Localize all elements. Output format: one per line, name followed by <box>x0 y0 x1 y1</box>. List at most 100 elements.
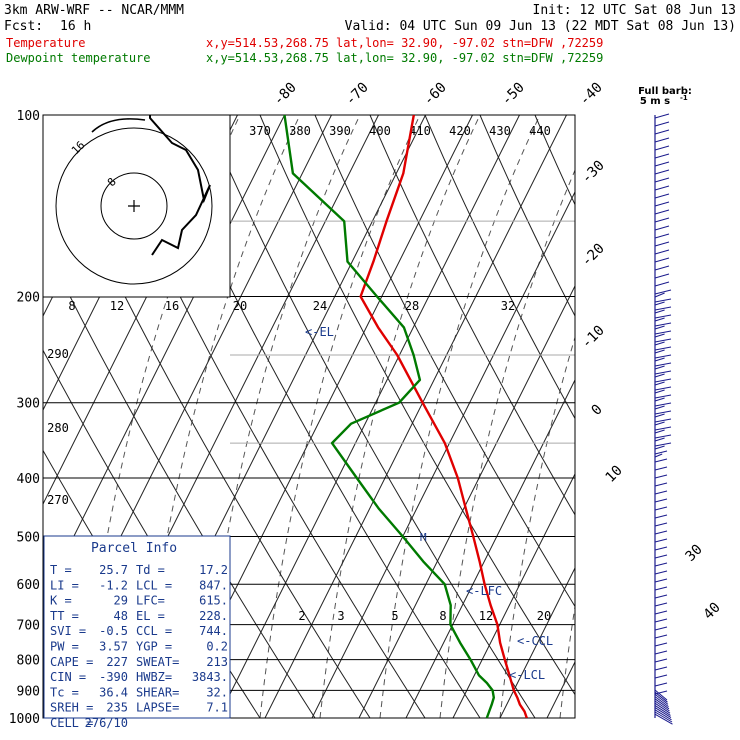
moist-adiabat <box>499 335 575 718</box>
profile-layer: <-EL <-LFC <-CCL <-LCL M <box>283 115 553 718</box>
temperature-location: x,y=514.53,268.75 lat,lon= 32.90, -97.02… <box>206 36 603 50</box>
parcel-key: HWBZ= <box>136 670 172 684</box>
wind-barb <box>654 314 672 319</box>
lfc-marker: <-LFC <box>466 584 502 598</box>
theta-label: 440 <box>529 124 551 138</box>
wind-barb <box>654 602 668 607</box>
parcel-value: 29 <box>114 594 128 608</box>
mixing-ratio-label: 3 <box>337 609 344 623</box>
parcel-value: -1.2 <box>99 578 128 592</box>
forecast-value: 16 h <box>60 19 91 34</box>
hodograph: 816 <box>42 114 231 298</box>
wind-barb <box>654 482 668 487</box>
wind-barb <box>654 474 668 479</box>
wind-barb <box>654 346 672 351</box>
wind-barb <box>654 330 672 335</box>
wind-barb-low <box>654 698 670 710</box>
wind-barb-low <box>654 689 668 701</box>
parcel-value: 227 <box>106 655 128 669</box>
wind-barb-half <box>654 333 665 338</box>
wind-barb <box>654 506 668 511</box>
barb-legend-title: Full barb: <box>638 86 692 97</box>
isotherm <box>499 566 575 718</box>
wind-barb <box>654 650 668 655</box>
forecast-label: Fcst: <box>4 19 43 34</box>
wind-barb <box>654 442 672 447</box>
wind-barb <box>654 354 672 359</box>
parcel-key: LI = <box>50 578 79 592</box>
wind-barb <box>654 578 668 583</box>
parcel-value: 17.2 <box>199 563 228 577</box>
isotherm-label: -80 <box>271 80 300 109</box>
theta-label: 390 <box>329 124 351 138</box>
wind-barb <box>654 306 672 311</box>
parcel-value: 744. <box>199 624 228 638</box>
theta-label: 280 <box>47 421 69 435</box>
wind-barb <box>654 201 670 207</box>
moist-adiabat <box>79 115 241 718</box>
wind-barb <box>654 129 670 135</box>
wind-barb <box>654 257 670 263</box>
wind-barb-low <box>654 702 671 714</box>
wind-barb-low <box>654 707 672 719</box>
parcel-box-frame <box>43 535 231 719</box>
mixing-ratio-label: 2 <box>298 609 305 623</box>
isotherm-label: -20 <box>579 241 608 270</box>
wind-barb-half <box>654 357 665 362</box>
moist-adiabat <box>319 115 481 718</box>
parcel-key: LCL = <box>136 578 172 592</box>
wind-barb <box>654 233 670 239</box>
pressure-label: 900 <box>17 684 40 699</box>
wind-barb-half <box>654 309 665 314</box>
theta-label: 370 <box>249 124 271 138</box>
pressure-label: 500 <box>17 530 40 545</box>
parcel-key: CAPE = <box>50 655 93 669</box>
parcel-value: 276/10 <box>85 716 128 730</box>
wind-barb <box>654 666 668 671</box>
wind-barb <box>654 209 670 215</box>
wind-barb <box>654 546 668 551</box>
mixing-label: 28 <box>405 299 419 313</box>
parcel-key: EL = <box>136 609 165 623</box>
wind-barb-half <box>654 437 665 442</box>
ccl-marker: <-CCL <box>517 634 553 648</box>
barb-legend-exponent: -1 <box>680 94 688 102</box>
m-marker: M <box>420 531 427 544</box>
dry-adiabat <box>204 115 536 718</box>
moist-adiabat <box>379 115 541 718</box>
wind-barb <box>654 386 672 391</box>
theta-label: 430 <box>489 124 511 138</box>
hodograph-trace <box>149 115 211 256</box>
wind-barb <box>654 410 672 415</box>
mixing-label: 12 <box>110 299 124 313</box>
wind-barb <box>654 682 668 687</box>
wind-barb-low <box>654 711 673 723</box>
isotherm-label: -70 <box>343 80 372 109</box>
pressure-label: 200 <box>17 291 40 306</box>
wind-barb <box>654 362 672 367</box>
wind-barb-low <box>654 696 669 708</box>
plot-frame <box>42 114 576 719</box>
wind-barb <box>654 322 672 327</box>
hodograph-trace-upper <box>91 118 146 133</box>
wind-barb <box>654 338 672 343</box>
wind-barb-half <box>654 397 665 402</box>
lcl-marker: <-LCL <box>509 668 545 682</box>
wind-barb <box>654 450 668 455</box>
wind-barb <box>654 514 668 519</box>
wind-barb <box>654 145 670 151</box>
parcel-key: LFC= <box>136 594 165 608</box>
isotherm <box>311 190 575 718</box>
parcel-key: TT = <box>50 609 79 623</box>
wind-barb <box>654 378 672 383</box>
mixing-ratio-label: 20 <box>537 609 551 623</box>
parcel-value: 7.1 <box>206 701 228 715</box>
wind-barb <box>654 498 668 503</box>
isotherm <box>358 284 575 718</box>
theta-label: 420 <box>449 124 471 138</box>
mixing-label: 24 <box>313 299 327 313</box>
parcel-key: Tc = <box>50 685 79 699</box>
mixing-ratio-label: 5 <box>391 609 398 623</box>
theta-label: 380 <box>289 124 311 138</box>
isotherm-label: 40 <box>701 600 724 623</box>
